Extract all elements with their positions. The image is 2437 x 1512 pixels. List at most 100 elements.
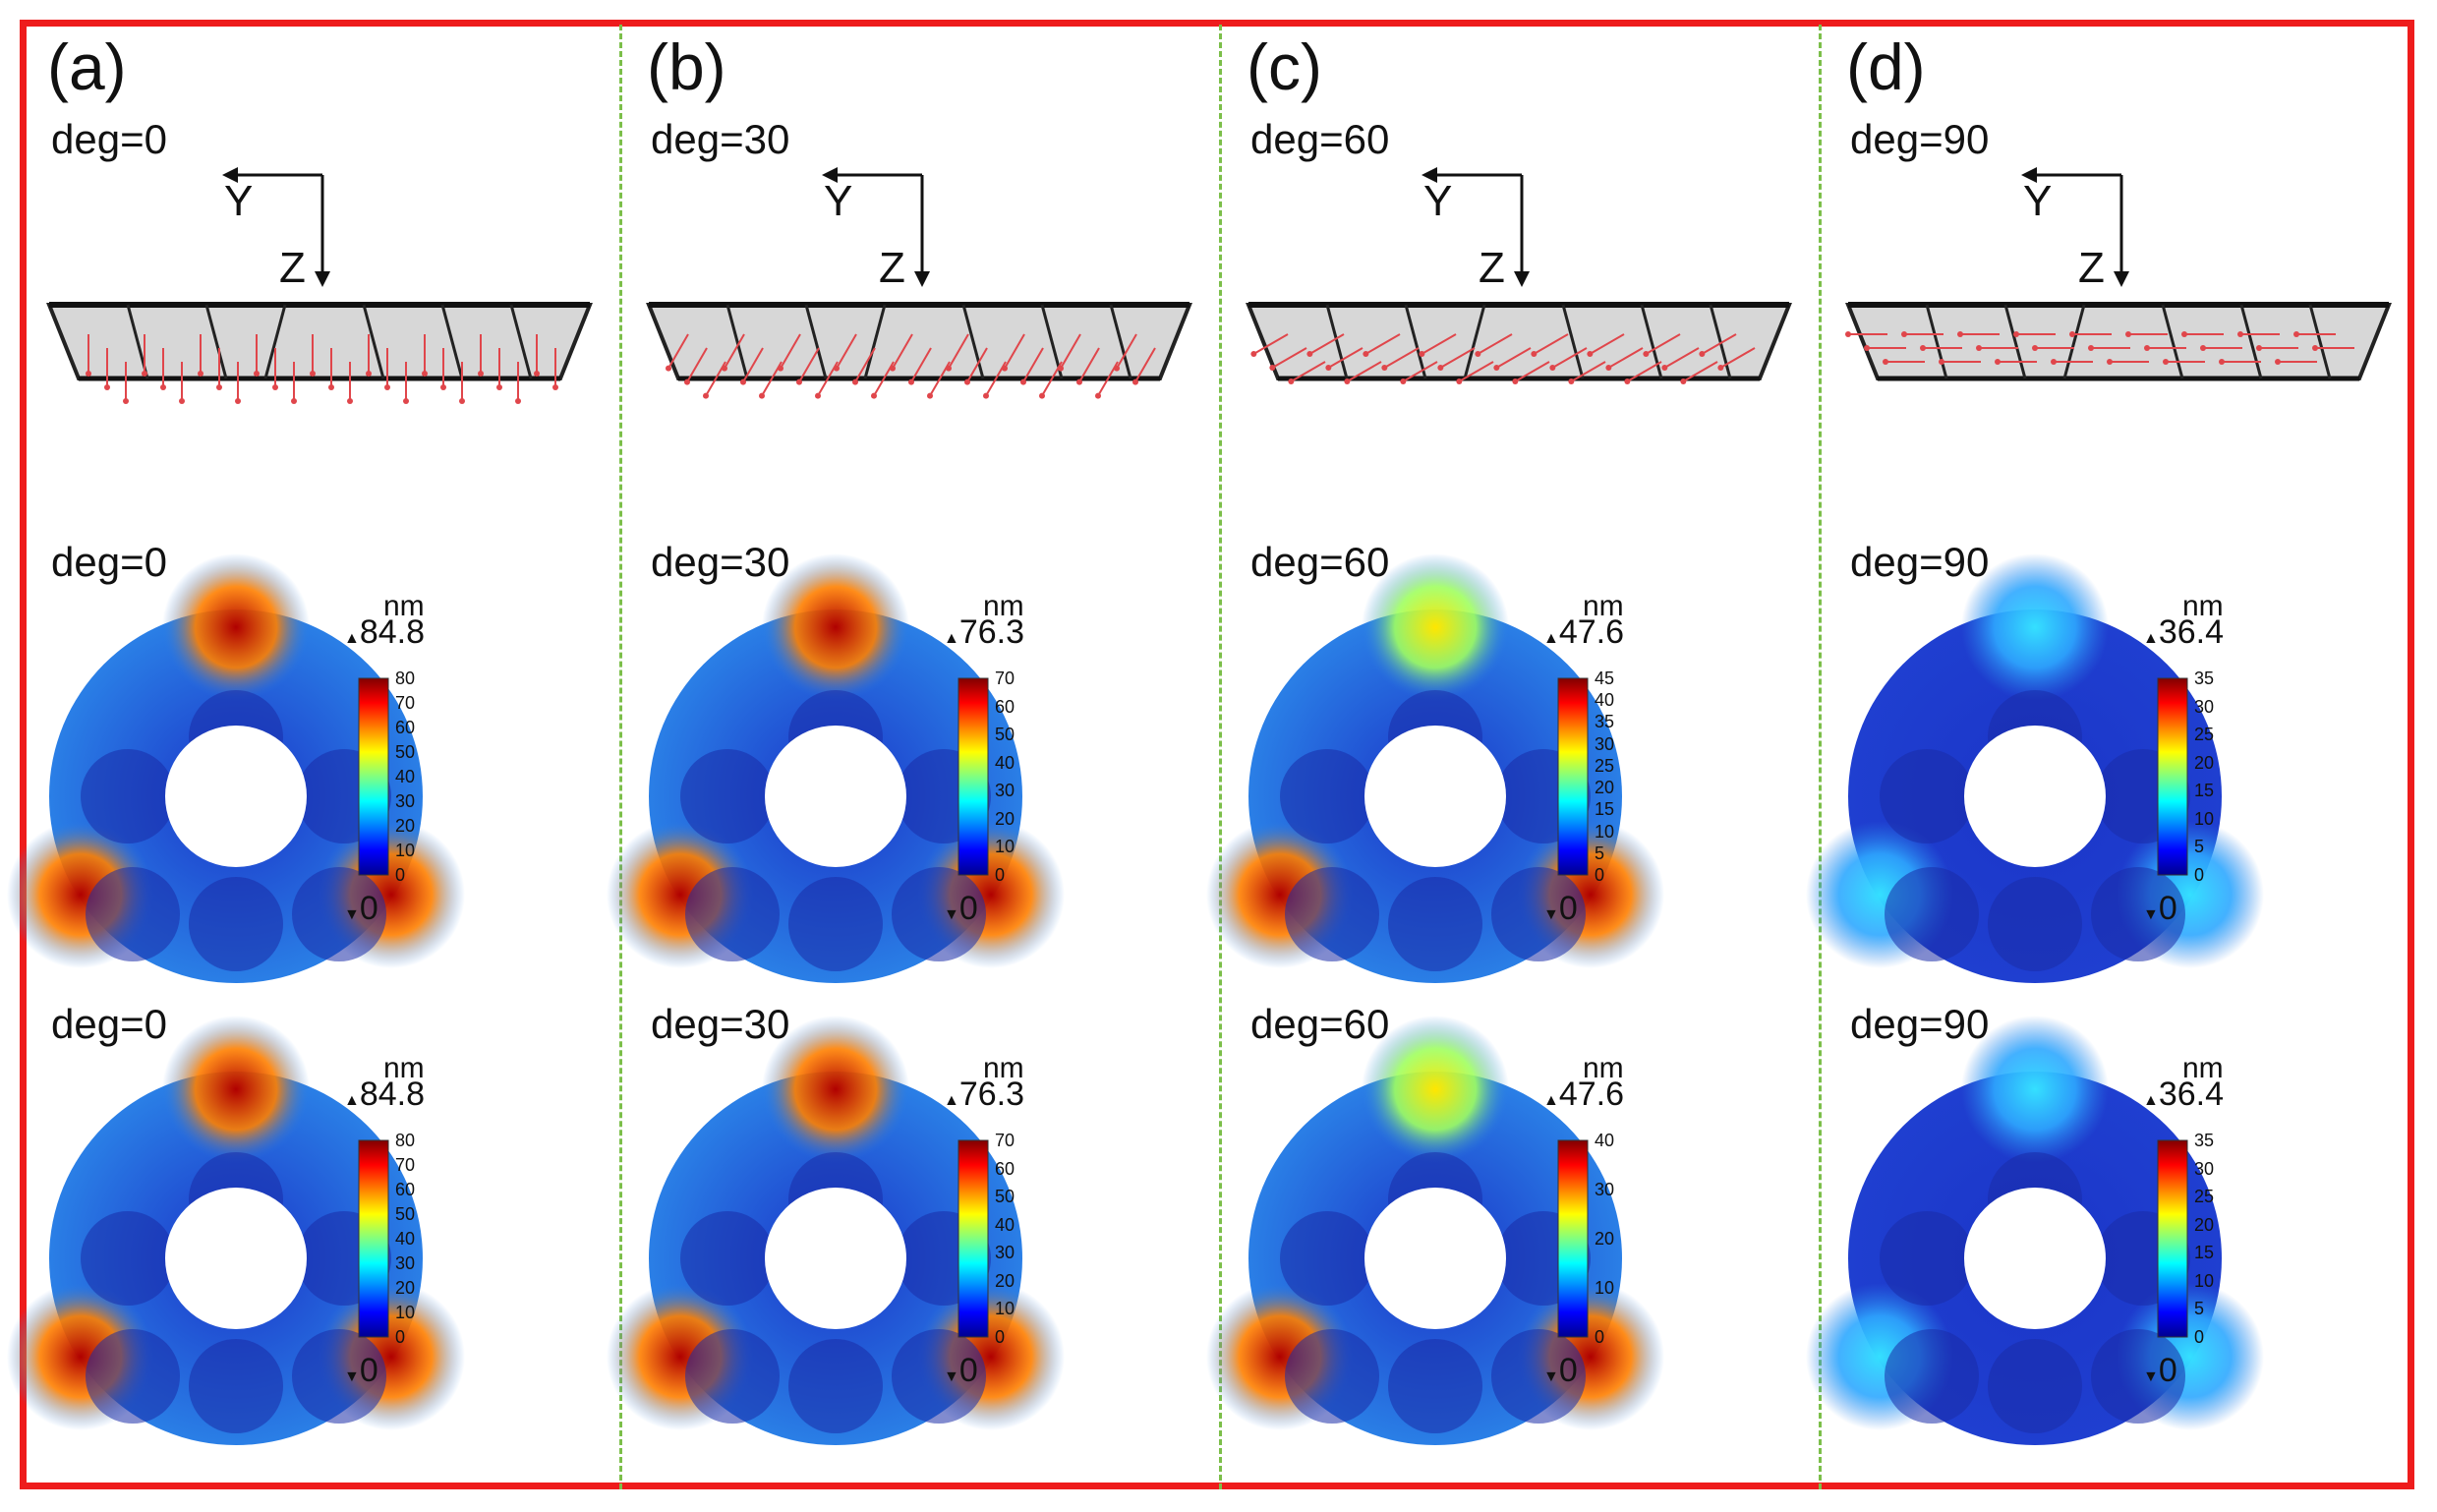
force-arrow — [724, 333, 745, 370]
cold-region — [892, 867, 986, 961]
truss-member — [1325, 304, 1349, 379]
force-arrow — [836, 333, 857, 370]
cold-region — [189, 877, 283, 971]
force-arrow-head — [815, 392, 821, 399]
force-arrow-head — [347, 398, 353, 404]
force-arrow — [1078, 347, 1100, 383]
force-arrow-head — [1002, 365, 1008, 372]
force-arrow-head — [403, 398, 409, 404]
z-axis-label: Z — [1479, 244, 1505, 292]
max-triangle-icon: ▲ — [2143, 630, 2159, 647]
force-arrow — [1022, 347, 1044, 383]
truss-member — [440, 304, 464, 379]
colorbar-tick: 40 — [995, 1214, 1015, 1235]
hot-spot — [762, 1016, 909, 1163]
cold-region — [86, 867, 180, 961]
force-arrow-head — [515, 398, 521, 404]
force-arrow-head — [2163, 359, 2169, 365]
unit-label: nm — [983, 590, 1024, 622]
force-arrow-head — [1643, 351, 1650, 357]
force-arrow — [1308, 333, 1345, 355]
force-arrow — [1477, 333, 1513, 355]
y-axis-label: Y — [1423, 177, 1453, 225]
force-arrow-head — [478, 371, 484, 377]
max-value: ▲36.4 — [2143, 613, 2224, 652]
colorbar — [2157, 677, 2188, 876]
min-value: ▼0 — [1543, 890, 1578, 928]
min-value-text: 0 — [958, 1352, 978, 1389]
deg-label: deg=0 — [51, 1001, 167, 1047]
force-arrow-head — [778, 365, 783, 372]
contour-plot-bot — [607, 1016, 1065, 1445]
force-arrow-head — [86, 371, 91, 377]
deg-label: deg=0 — [51, 116, 167, 162]
force-arrow-head — [459, 398, 465, 404]
hot-spot — [1362, 553, 1509, 701]
colorbar — [2157, 1139, 2188, 1338]
z-arrow-head — [914, 271, 930, 287]
force-arrow — [1589, 333, 1625, 355]
min-value-text: 0 — [958, 890, 978, 927]
colorbar-tick: 10 — [2194, 1270, 2215, 1291]
colorbar-tick: 70 — [395, 1155, 416, 1175]
force-arrow-head — [422, 371, 428, 377]
force-arrow-head — [946, 365, 952, 372]
truss-member — [2239, 304, 2263, 379]
truss-member — [509, 304, 533, 379]
force-arrow-head — [2181, 331, 2187, 337]
colorbar-tick: 40 — [1595, 690, 1615, 711]
y-axis-label: Y — [2023, 177, 2053, 225]
force-arrow-head — [291, 398, 297, 404]
colorbar-gradient — [1557, 1139, 1589, 1338]
colorbar-tick: 10 — [1595, 821, 1615, 842]
force-arrow — [1383, 347, 1420, 369]
cold-region — [1388, 1339, 1482, 1433]
unit-label: nm — [1583, 590, 1624, 622]
min-triangle-icon: ▼ — [2143, 906, 2159, 923]
max-value: ▲36.4 — [2143, 1076, 2224, 1114]
colorbar-tick: 60 — [395, 718, 416, 737]
cold-region — [788, 1339, 883, 1433]
unit-label: nm — [383, 1052, 425, 1084]
truss-structure — [1246, 302, 1792, 384]
truss-structure — [46, 302, 593, 404]
z-arrow-head — [315, 271, 330, 287]
min-triangle-icon: ▼ — [944, 906, 959, 923]
max-triangle-icon: ▲ — [344, 1092, 360, 1109]
force-arrow-head — [852, 378, 858, 385]
force-arrow — [1533, 333, 1569, 355]
force-arrow — [1134, 347, 1156, 383]
colorbar-tick: 45 — [1595, 669, 1615, 688]
force-arrow-head — [2088, 345, 2094, 351]
y-arrow-head — [222, 167, 238, 183]
force-arrow-head — [2013, 331, 2019, 337]
force-arrow-head — [927, 392, 933, 399]
contour-plot-bot — [1806, 1016, 2264, 1445]
min-value: ▼0 — [344, 1352, 378, 1390]
colorbar — [358, 677, 389, 876]
cold-region — [1285, 867, 1379, 961]
center-hole — [765, 726, 906, 867]
max-triangle-icon: ▲ — [344, 630, 360, 647]
max-value: ▲76.3 — [944, 1076, 1024, 1114]
force-arrow — [1271, 347, 1307, 369]
force-arrow — [1439, 347, 1476, 369]
cold-region — [292, 1329, 386, 1424]
force-arrow-head — [1883, 359, 1888, 365]
panel-divider — [619, 25, 622, 1489]
force-arrow-head — [1475, 351, 1481, 357]
force-arrow-head — [1437, 365, 1444, 371]
max-value-text: 47.6 — [1558, 1076, 1625, 1113]
force-arrow-head — [1661, 365, 1668, 371]
force-arrow-head — [1717, 365, 1724, 371]
colorbar-tick: 0 — [1595, 865, 1605, 885]
cold-region — [189, 1339, 283, 1433]
colorbar-tick: 60 — [995, 1158, 1015, 1179]
y-axis-label: Y — [824, 177, 853, 225]
force-arrow-head — [1531, 351, 1538, 357]
colorbar-tick: 40 — [395, 767, 416, 786]
min-value-text: 0 — [1558, 890, 1578, 927]
colorbar-tick: 20 — [2194, 1214, 2215, 1235]
contour-plot-bot — [7, 1016, 465, 1445]
min-value: ▼0 — [2143, 1352, 2177, 1390]
